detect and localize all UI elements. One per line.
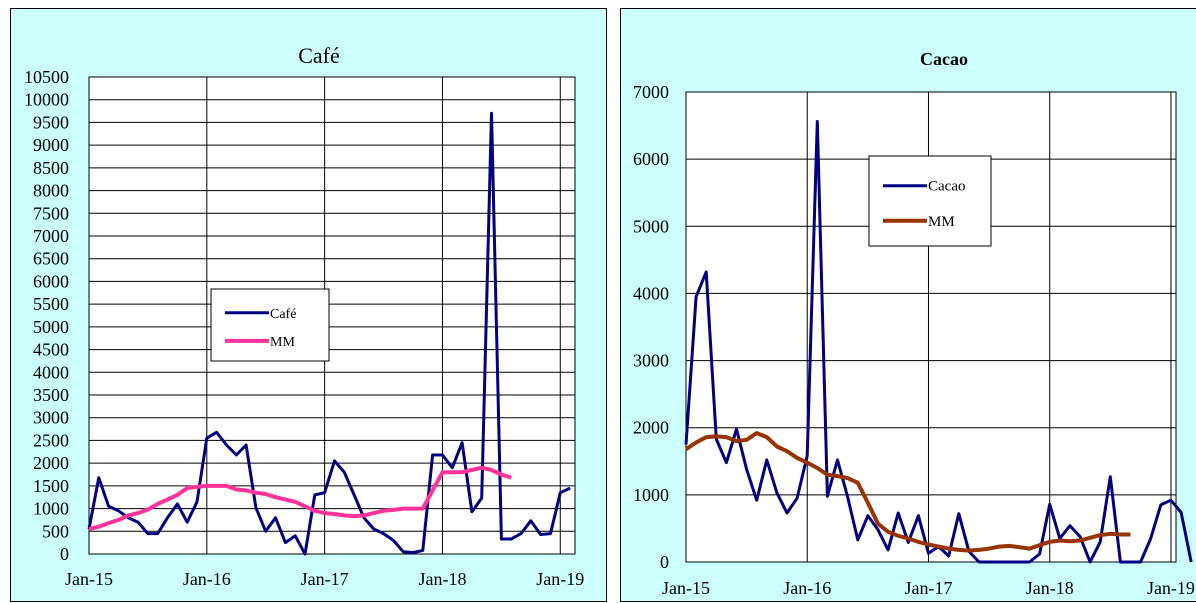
y-tick-label: 7500 — [33, 203, 69, 223]
y-tick-label: 500 — [42, 521, 69, 541]
y-tick-label: 1000 — [33, 499, 69, 519]
x-tick-label: Jan-19 — [1147, 578, 1195, 598]
plot-area — [89, 77, 575, 554]
y-tick-label: 8500 — [33, 158, 69, 178]
y-tick-label: 6000 — [633, 149, 669, 169]
y-tick-label: 0 — [660, 552, 669, 572]
x-tick-label: Jan-17 — [301, 569, 349, 589]
y-tick-label: 2500 — [33, 430, 69, 450]
y-tick-label: 4000 — [633, 283, 669, 303]
y-tick-label: 7000 — [633, 82, 669, 102]
y-tick-label: 3000 — [633, 351, 669, 371]
y-tick-label: 6500 — [33, 249, 69, 269]
y-tick-label: 1000 — [633, 485, 669, 505]
x-tick-label: Jan-19 — [536, 569, 584, 589]
chart-title: Café — [298, 43, 340, 68]
y-tick-label: 4500 — [33, 340, 69, 360]
x-tick-label: Jan-16 — [183, 569, 231, 589]
legend-label: Cacao — [928, 179, 965, 195]
y-tick-label: 7000 — [33, 226, 69, 246]
y-tick-label: 1500 — [33, 476, 69, 496]
x-tick-label: Jan-16 — [783, 578, 831, 598]
y-tick-label: 5500 — [33, 294, 69, 314]
y-tick-label: 4000 — [33, 362, 69, 382]
y-tick-label: 6000 — [33, 271, 69, 291]
y-tick-label: 2000 — [633, 418, 669, 438]
x-tick-label: Jan-15 — [65, 569, 113, 589]
cafe-chart: 0500100015002000250030003500400045005000… — [11, 9, 608, 603]
y-tick-label: 5000 — [33, 317, 69, 337]
y-tick-label: 9000 — [33, 135, 69, 155]
y-tick-label: 8000 — [33, 181, 69, 201]
legend-label: MM — [928, 214, 955, 230]
y-tick-label: 3000 — [33, 408, 69, 428]
cacao-chart: 0 1000 2000 3000 4000 5000 6000 7000 Jan-15 Jan-1… — [621, 9, 1196, 603]
cacao-chart-panel: 0 1000 2000 3000 4000 5000 6000 7000 Jan-15 Jan-1… — [620, 8, 1196, 602]
legend-label: MM — [270, 335, 295, 350]
y-tick-label: 10000 — [24, 90, 69, 110]
y-tick-label: 5000 — [633, 216, 669, 236]
x-tick-label: Jan-18 — [418, 569, 466, 589]
x-tick-label: Jan-18 — [1026, 578, 1074, 598]
y-tick-label: 10500 — [24, 67, 69, 87]
x-tick-label: Jan-15 — [662, 578, 710, 598]
legend-box — [869, 156, 991, 246]
y-tick-label: 0 — [60, 544, 69, 564]
x-tick-label: Jan-17 — [904, 578, 952, 598]
legend-box — [211, 289, 329, 361]
y-tick-label: 9500 — [33, 112, 69, 132]
y-tick-label: 2000 — [33, 453, 69, 473]
chart-title: Cacao — [920, 49, 968, 69]
legend-label: Café — [270, 307, 296, 322]
y-tick-label: 3500 — [33, 385, 69, 405]
